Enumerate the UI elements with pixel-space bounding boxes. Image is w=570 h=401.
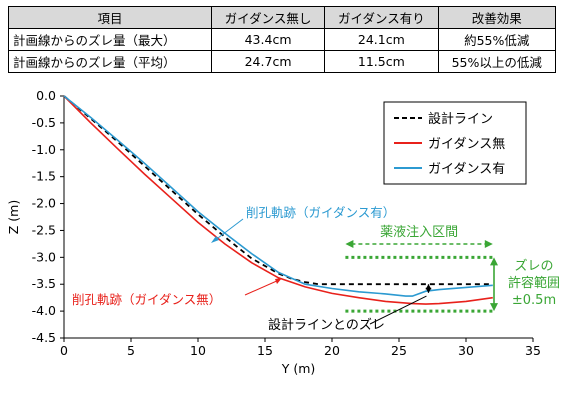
row-with-value: 24.1cm <box>324 28 439 51</box>
legend-label-2: ガイダンス有 <box>428 162 505 177</box>
header-with-guidance: ガイダンス有り <box>324 6 439 29</box>
x-tick-label: 20 <box>324 343 340 358</box>
tolerance-arrow-head-top <box>490 257 498 266</box>
x-tick-label: 30 <box>458 343 474 358</box>
y-tick-label: -4.0 <box>32 303 56 318</box>
unguided-annotation: 削孔軌跡（ガイダンス無） <box>72 292 221 307</box>
trajectory-chart: 0 5 10 15 20 25 30 35 0.0 -0.5 -1.0 -1.5 -2.0 -2.5 -3.… <box>6 88 560 376</box>
comparison-table: 項目 ガイダンス無し ガイダンス有り 改善効果 計画線からのズレ量（最大） 43… <box>8 6 556 73</box>
y-tick-label: -1.5 <box>32 169 56 184</box>
tolerance-label-2: 許容範囲 <box>508 275 560 291</box>
header-without-guidance: ガイダンス無し <box>210 6 326 29</box>
legend-label-1: ガイダンス無 <box>428 137 505 152</box>
series-line-2 <box>63 95 493 297</box>
deviation-label: 設計ラインとのズレ <box>268 317 385 333</box>
series-line-0 <box>63 95 493 286</box>
guided-annotation: 削孔軌跡（ガイダンス有） <box>246 205 395 220</box>
table-row: 計画線からのズレ量（平均） 24.7cm 11.5cm 55%以上の低減 <box>8 50 556 73</box>
y-axis-title: Z (m) <box>6 200 21 234</box>
unguided-leader <box>244 279 280 296</box>
header-item: 項目 <box>8 6 212 29</box>
zone-arrow-head-right <box>484 240 493 248</box>
guided-leader-head <box>211 236 219 243</box>
guided-leader <box>213 218 244 242</box>
row-without-value: 43.4cm <box>210 28 326 51</box>
x-tick-label: 5 <box>127 343 135 358</box>
x-tick-label: 35 <box>525 343 541 358</box>
y-tick-label: -3.0 <box>32 249 56 264</box>
zone-arrow-head-left <box>345 240 354 248</box>
row-item: 計画線からのズレ量（最大） <box>8 28 212 51</box>
row-effect: 55%以上の低減 <box>437 50 556 73</box>
y-tick-label: -2.0 <box>32 196 56 211</box>
zone-label: 薬液注入区間 <box>380 225 458 240</box>
row-with-value: 11.5cm <box>324 50 439 73</box>
table-header-row: 項目 ガイダンス無し ガイダンス有り 改善効果 <box>8 6 556 29</box>
deviation-leader <box>369 295 427 325</box>
tolerance-label-1: ズレの <box>514 258 553 274</box>
row-effect: 約55%低減 <box>437 28 556 51</box>
series-line-1 <box>63 95 493 305</box>
row-item: 計画線からのズレ量（平均） <box>8 50 212 73</box>
row-without-value: 24.7cm <box>210 50 326 73</box>
y-tick-label: -0.5 <box>32 115 56 130</box>
tolerance-label-3: ±0.5m <box>512 293 556 308</box>
y-tick-label: -2.5 <box>32 222 56 237</box>
x-axis-title: Y (m) <box>281 361 316 376</box>
y-tick-label: -3.5 <box>32 276 56 291</box>
unguided-leader-head <box>275 278 282 284</box>
header-improvement: 改善効果 <box>437 6 556 29</box>
y-tick-label: -4.5 <box>32 330 56 345</box>
deviation-marker-head-bottom <box>425 287 432 293</box>
x-tick-label: 15 <box>257 343 273 358</box>
table-row: 計画線からのズレ量（最大） 43.4cm 24.1cm 約55%低減 <box>8 28 556 51</box>
x-tick-label: 25 <box>391 343 407 358</box>
x-tick-label: 0 <box>60 343 68 358</box>
x-tick-label: 10 <box>190 343 206 358</box>
y-tick-label: 0.0 <box>36 88 56 103</box>
tolerance-arrow-head-bottom <box>490 303 498 312</box>
y-tick-label: -1.0 <box>32 142 56 157</box>
legend-label-0: 設計ライン <box>428 111 493 127</box>
